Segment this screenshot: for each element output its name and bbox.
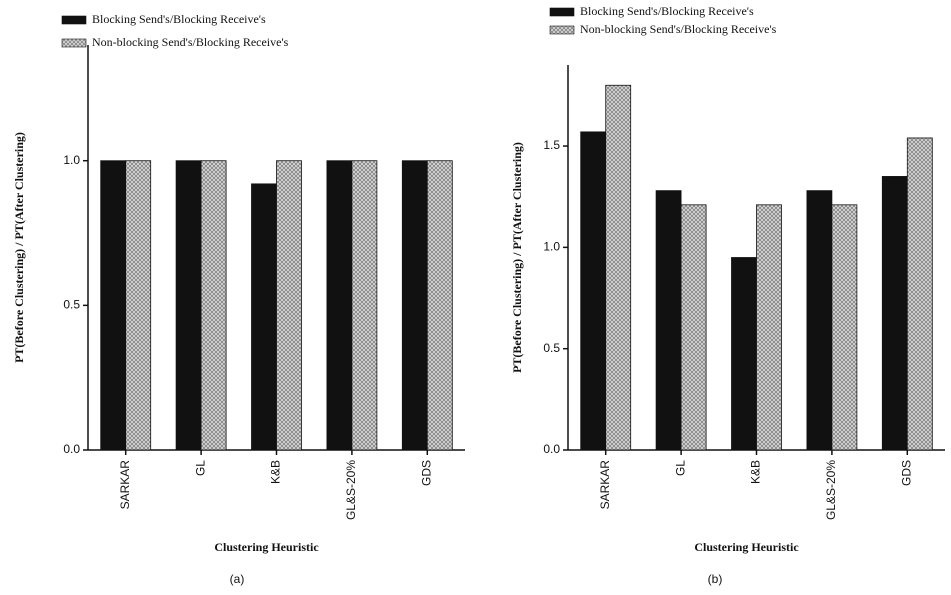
bar [580,131,607,451]
bar-chart: 0.0 0.5 1.0 1.5 SARKAR GL K&B GL&S-20% GDS Blocki… [510,4,945,586]
x-tick-label: GL&S-20% [344,460,358,520]
y-tick-label: 1.0 [63,153,80,167]
bar [326,160,353,451]
caption: (a) [230,572,245,586]
bar [426,160,453,451]
legend-label: Blocking Send's/Blocking Receive's [92,12,266,26]
legend-label: Blocking Send's/Blocking Receive's [580,4,754,18]
bar [605,84,632,451]
legend-swatch [61,15,87,25]
x-tick-label: K&B [269,460,283,484]
y-axis-title: PT(Before Clustering) / PT(After Cluster… [510,142,524,373]
y-tick-label: 1.0 [543,240,560,254]
bar [175,160,202,451]
bar [806,190,833,451]
y-tick-label: 0.0 [543,442,560,456]
bar [200,160,227,451]
bar [731,257,757,451]
bar [251,183,277,451]
y-tick-label: 1.5 [543,138,560,152]
caption: (b) [708,572,723,586]
bar [100,160,127,451]
x-tick-label: GL&S-20% [824,460,838,520]
bar [831,204,858,451]
bar [906,137,933,451]
bar [401,160,428,451]
y-tick-label: 0.0 [63,442,80,456]
legend-label: Non-blocking Send's/Blocking Receive's [92,35,289,49]
bar [756,204,782,451]
legend-label: Non-blocking Send's/Blocking Receive's [580,22,777,36]
x-tick-label: GDS [419,460,433,486]
legend-swatch [549,25,575,35]
y-axis-title: PT(Before Clustering) / PT(After Cluster… [12,132,26,363]
bar-chart: 0.0 0.5 1.0 SARKAR GL K&B GL&S-20% GDS Blocking … [12,12,465,586]
x-tick-label: SARKAR [118,460,132,510]
x-tick-label: GL [193,460,207,476]
bar [276,160,302,451]
bar [351,160,378,451]
legend-swatch [549,7,575,17]
x-axis-title: Clustering Heuristic [214,540,319,554]
x-tick-label: GL [673,460,687,476]
bar [655,190,682,451]
x-tick-label: K&B [749,460,763,484]
legend-swatch [61,38,87,48]
bar [680,204,707,451]
y-tick-label: 0.5 [543,341,560,355]
bar [881,176,908,451]
x-tick-label: SARKAR [598,460,612,510]
bar [125,160,152,451]
x-tick-label: GDS [899,460,913,486]
y-tick-label: 0.5 [63,298,80,312]
x-axis-title: Clustering Heuristic [694,540,799,554]
